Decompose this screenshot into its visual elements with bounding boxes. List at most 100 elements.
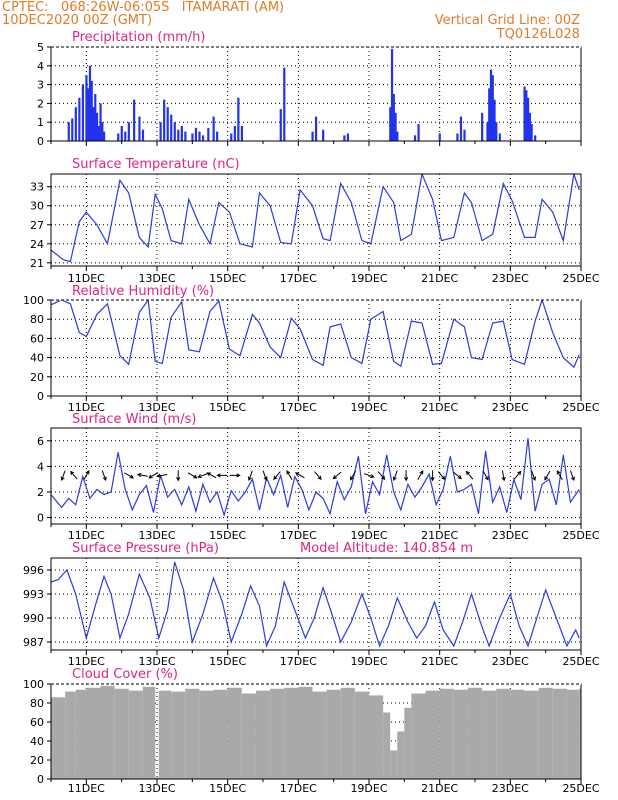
wind-arrow (197, 473, 208, 479)
ytick-label: 80 (30, 697, 44, 710)
precip-bar (438, 133, 441, 141)
cloud-bar (128, 690, 143, 779)
xtick-label: 21DEC (421, 529, 458, 542)
precip-bar (194, 127, 198, 141)
ytick-label: 100 (23, 294, 44, 307)
xtick-label: 23DEC (492, 272, 529, 285)
panel-2: 21 24 27 30 33 11DEC 13DEC 15DEC 17DEC 19DEC 21DEC… (30, 157, 600, 285)
wind-arrow (556, 470, 563, 480)
panel-title: Relative Humidity (%) (72, 284, 214, 299)
xtick-label: 17DEC (280, 529, 317, 542)
precip-bar (392, 94, 395, 141)
panel-5: 987 990 993 996 11DEC 13DEC 15DEC 17DEC 19DEC 21D… (23, 541, 600, 668)
precip-bar (456, 133, 459, 141)
ytick-label: 60 (30, 716, 44, 729)
wind-arrow (124, 472, 134, 479)
precip-bar (212, 116, 215, 141)
precip-bar (283, 67, 286, 141)
precip-bar (489, 69, 493, 141)
cloud-bar (326, 689, 341, 779)
xtick-label: 19DEC (350, 272, 387, 285)
cloud-bar (199, 690, 214, 779)
cloud-bar (552, 688, 567, 779)
precip-bar (495, 122, 498, 141)
ytick-label: 33 (30, 181, 44, 194)
precip-bar (396, 131, 399, 141)
ytick-label: 40 (30, 735, 44, 748)
cloud-bar (579, 688, 581, 779)
wind-arrow (417, 470, 424, 480)
ytick-label: 60 (30, 332, 44, 345)
cloud-bar (482, 690, 497, 779)
ytick-label: 20 (30, 754, 44, 767)
precip-bar (184, 131, 187, 141)
cloud-bar (397, 731, 405, 779)
model-altitude-note: Model Altitude: 140.854 m (300, 541, 473, 556)
precip-bar (71, 118, 74, 141)
precip-bar (413, 135, 417, 141)
precip-bar (74, 107, 77, 141)
panel-title: Surface Pressure (hPa) (72, 541, 219, 556)
panel-title: Precipitation (mm/h) (72, 30, 205, 45)
precip-bar (216, 131, 219, 141)
precip-bar (88, 65, 92, 141)
precip-bar (498, 133, 501, 141)
precip-bar (390, 48, 394, 141)
wind-arrows (60, 470, 575, 482)
wind-arrow (294, 472, 305, 479)
xtick-label: 11DEC (68, 272, 105, 285)
panel-frame (50, 427, 582, 525)
wind-arrow (437, 471, 446, 480)
precip-bar (528, 112, 531, 141)
precip-bar (530, 124, 533, 141)
precip-bar (207, 127, 210, 141)
wind-arrow (377, 471, 386, 480)
precip-bar (85, 75, 88, 141)
cloud-bar (213, 689, 228, 779)
xtick-label: 19DEC (350, 529, 387, 542)
precip-bar (124, 131, 127, 141)
ytick-label: 0 (37, 512, 44, 525)
cloud-bar (155, 777, 159, 779)
precip-bar (141, 129, 145, 141)
ytick-label: 2 (37, 486, 44, 499)
precip-bar (67, 122, 70, 141)
precip-bar (103, 131, 106, 141)
panel-title: Surface Wind (m/s) (72, 412, 196, 427)
series-line (51, 300, 580, 369)
xtick-label: 21DEC (421, 782, 458, 795)
header-station-line: CPTEC: 068:26W-06:05S ITAMARATI (AM) (2, 0, 285, 15)
precip-bar (237, 97, 240, 141)
precip-bar (343, 135, 346, 141)
ytick-label: 993 (23, 588, 44, 601)
precip-bar (459, 116, 463, 141)
wind-arrow (229, 473, 241, 478)
precip-bar (90, 80, 93, 141)
cloud-bar (404, 707, 412, 779)
ytick-label: 987 (23, 636, 44, 649)
precip-bar (311, 131, 314, 141)
precip-bar (525, 90, 528, 141)
precip-bar (133, 99, 136, 141)
xtick-label: 13DEC (138, 529, 175, 542)
wind-arrow (273, 471, 281, 480)
wind-arrow (544, 470, 551, 481)
wind-arrow (187, 472, 198, 479)
precip-bar (95, 112, 99, 141)
wind-arrow (206, 472, 217, 479)
precip-bar (481, 112, 484, 141)
xtick-label: 17DEC (280, 655, 317, 668)
ytick-label: 30 (30, 200, 44, 213)
cloud-bar (158, 690, 172, 779)
cloud-bar (390, 750, 398, 779)
precip-bar (493, 99, 496, 141)
precip-bar (527, 97, 530, 141)
panel-title: Surface Temperature (nC) (72, 157, 240, 172)
precip-bar (138, 116, 141, 141)
wind-arrow (83, 470, 90, 480)
precip-bar (463, 129, 466, 141)
ytick-label: 20 (30, 371, 44, 384)
ytick-label: 6 (37, 435, 44, 448)
xtick-label: 23DEC (492, 782, 529, 795)
series-line (51, 561, 580, 649)
